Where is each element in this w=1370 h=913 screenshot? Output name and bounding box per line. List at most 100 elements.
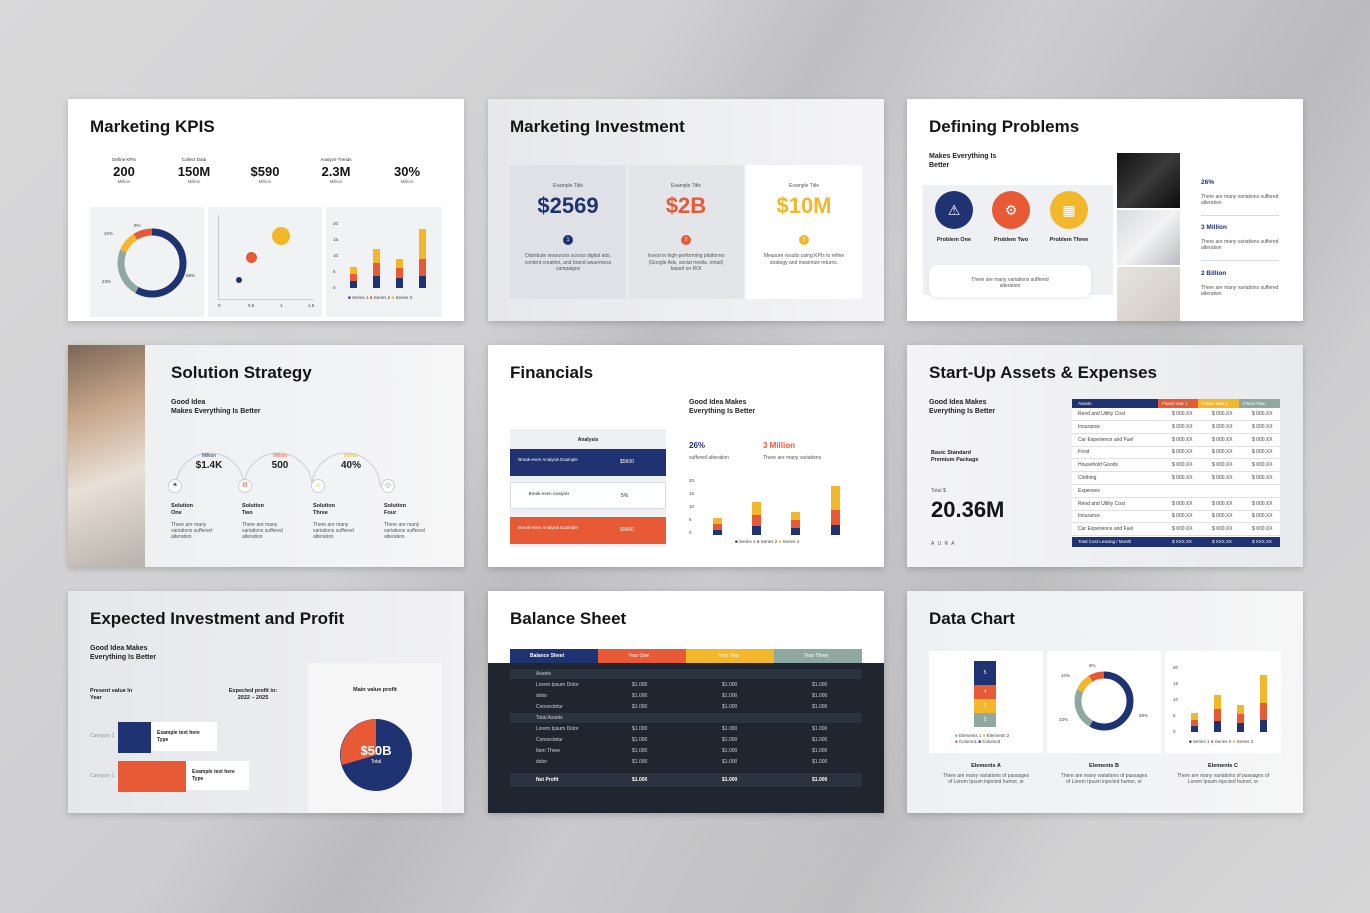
- kpi-value: 200: [113, 164, 135, 179]
- slide-startup-assets[interactable]: Start-Up Assets & Expenses Good Idea Mak…: [907, 345, 1303, 567]
- chart-panel-b: 8% 10% 23% 58%: [1047, 651, 1161, 753]
- stat-item: 3 Million There are many variations suff…: [1201, 224, 1281, 251]
- slide-marketing-investment[interactable]: Marketing Investment Example Title $2569…: [488, 99, 884, 321]
- assets-table: Assets Fiscal Year 1 Fiscal Year 2 Fisca…: [1072, 399, 1280, 547]
- element-text: There are many variations of passages of…: [942, 773, 1030, 786]
- row-cell: $ 000.XX: [1212, 513, 1233, 520]
- slide-solution-strategy[interactable]: Solution Strategy Good Idea Makes Everyt…: [68, 345, 464, 567]
- strategy-value: Million 40%: [330, 453, 372, 473]
- row-label: dolor: [536, 759, 548, 765]
- slide-subtitle: Good Idea Makes Everything Is Better: [929, 399, 996, 416]
- donut-slice: [117, 228, 187, 298]
- bar-category-1: [118, 761, 186, 792]
- kpi-value: 30%: [393, 164, 421, 179]
- table-row: Assets: [510, 669, 862, 679]
- row-cell: $ 000.XX: [1252, 449, 1273, 456]
- bar-stack: [1260, 675, 1267, 732]
- solution-item: Solution Four There are many variations …: [384, 503, 442, 540]
- slide-balance-sheet[interactable]: Balance Sheet Balance Sheet Year One Yea…: [488, 591, 884, 813]
- donut-slice: [117, 228, 187, 298]
- y-tick: 10: [333, 253, 339, 258]
- table-row: dolor $1.000 $1.000 $1.000: [510, 691, 862, 701]
- card-value: $2569: [537, 193, 599, 218]
- net-label: Net Profit: [536, 777, 559, 783]
- analysis-table: Analysis Break-even Analysis Example $56…: [510, 429, 666, 547]
- row-label: Car Experience and Fuel: [1078, 526, 1134, 533]
- y-tick: 15: [333, 237, 339, 242]
- brand-name: A U R A: [931, 541, 956, 547]
- slide-expected-investment[interactable]: Expected Investment and Profit Good Idea…: [68, 591, 464, 813]
- problem-label: Problem One: [936, 237, 972, 243]
- category-label: Category 2: [90, 733, 115, 739]
- element-name: Elements C: [1208, 763, 1238, 769]
- row-cell: $1.000: [722, 748, 738, 754]
- legend-entry: Series 1: [1192, 739, 1210, 744]
- stat-value: 26%: [1201, 179, 1215, 186]
- slide-data-chart[interactable]: Data Chart 5 4 3 2 ■ Elements 1 ■ Elemen…: [907, 591, 1303, 813]
- strategy-value: Million $1.4K: [188, 453, 230, 473]
- row-cell: $ 000.XX: [1172, 423, 1193, 430]
- value-tag: Million: [201, 453, 217, 459]
- bar-category-2: [118, 722, 151, 753]
- table-row: Rend and Utility Cost $ 000.XX $ 000.XX $ 0…: [1072, 408, 1280, 421]
- net-cell: $1.000: [632, 777, 648, 783]
- slide-title: Data Chart: [929, 609, 1015, 628]
- value-number: 40%: [340, 460, 361, 471]
- row-label: Break-even Analysis Example: [518, 457, 578, 462]
- table-row: dolor $1.000 $1.000 $1.000: [510, 757, 862, 767]
- slide-defining-problems[interactable]: Defining Problems Makes Everything Is Be…: [907, 99, 1303, 321]
- solution-name: Solution Two: [242, 503, 264, 517]
- gear-icon: ⚙: [238, 479, 252, 493]
- row-cell: $ 000.XX: [1172, 449, 1193, 456]
- slide-marketing-kpis[interactable]: Marketing KPIS Define KPIs 200 Million C…: [68, 99, 464, 321]
- table-row: Rend and Utility Cost $ 000.XX $ 000.XX $ 0…: [1072, 498, 1280, 511]
- row-cell: $1.000: [722, 737, 738, 743]
- y-tick: 20: [1173, 665, 1179, 670]
- row-label: Insurance: [1078, 513, 1100, 520]
- step-badge: 1: [563, 235, 573, 245]
- element-text: There are many variations of passages of…: [1060, 773, 1148, 786]
- strategy-arcs: [175, 452, 381, 488]
- stacked-column: 5 4 3 2: [974, 661, 996, 727]
- legend-entry: Series 2: [1214, 739, 1232, 744]
- head-gear-icon: ⚙: [992, 191, 1030, 229]
- donut-label: 8%: [134, 223, 141, 228]
- step-badge: 2: [681, 235, 691, 245]
- row-label: Clothing: [1078, 475, 1097, 481]
- stat-text: There are many variations: [763, 454, 822, 461]
- stat-item: 26% suffered alteration: [689, 441, 729, 461]
- row-cell: $1.000: [812, 759, 828, 765]
- value-tag: Million: [272, 453, 288, 459]
- row-label: Rend and Utility Cost: [1078, 411, 1125, 417]
- row-cell: $ 000.XX: [1252, 526, 1273, 533]
- legend-entry: Series 1: [351, 295, 369, 300]
- row-cell: $ 000.XX: [1212, 462, 1233, 469]
- slide-title: Marketing KPIS: [90, 117, 215, 136]
- element-caption: Elements A There are many variations of …: [929, 763, 1043, 785]
- table-row: Lorem Ipsum Dolor $1.000 $1.000 $1.000: [510, 724, 862, 734]
- kpi-value: 150M: [177, 164, 211, 179]
- y-tick: 0: [333, 285, 336, 290]
- slide-financials[interactable]: Financials Analysis Break-even Analysis …: [488, 345, 884, 567]
- balance-rows: Assets Lorem Ipsum Dolor $1.000 $1.000 $1.00…: [510, 669, 862, 769]
- row-cell: $ 000.XX: [1212, 423, 1233, 430]
- step-badge: 3: [799, 235, 809, 245]
- row-label: Rend and Utility Cost: [1078, 500, 1125, 507]
- table-row: Clothing $ 000.XX $ 000.XX $ 000.XX: [1072, 472, 1280, 485]
- row-cell: $ 000.XX: [1172, 475, 1193, 481]
- solution-item: Solution One There are many variations s…: [171, 503, 229, 540]
- table-row: Break-even Analysis Example $5600: [510, 517, 666, 544]
- kpi-label: Analyze Trends: [320, 157, 352, 162]
- bar-stack: [1191, 713, 1198, 732]
- kpi-item: Define KPIs 200 Million: [94, 157, 154, 184]
- row-cell: $1.000: [632, 759, 648, 765]
- row-value: 5%: [621, 493, 629, 499]
- table-row: Consectetur $1.000 $1.000 $1.000: [510, 735, 862, 745]
- kpi-value: 2.3M: [321, 164, 351, 179]
- element-caption: Elements C There are many variations of …: [1165, 763, 1281, 785]
- row-label: Household Goods: [1078, 462, 1119, 469]
- slide-title: Balance Sheet: [510, 609, 627, 628]
- kpi-item: 30% Million: [377, 157, 437, 184]
- row-cell: $ 000.XX: [1172, 513, 1193, 520]
- pie-label: Main value profit: [353, 687, 397, 693]
